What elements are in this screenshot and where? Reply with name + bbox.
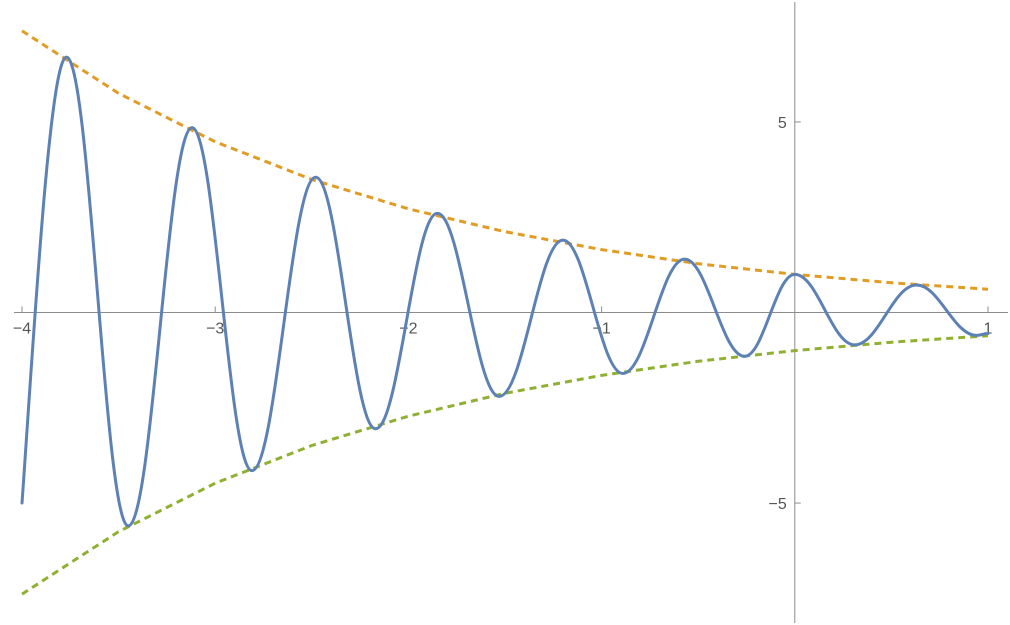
series-oscillation-line bbox=[20, 55, 990, 528]
series-upper-envelope-line bbox=[21, 29, 989, 291]
series-lower-envelope-line bbox=[21, 334, 989, 596]
x-tick-label: −4 bbox=[13, 321, 31, 338]
axes bbox=[14, 2, 1008, 623]
y-ticks: 5 −5 bbox=[769, 115, 801, 513]
y-tick-label: −5 bbox=[769, 496, 787, 513]
y-tick-label: 5 bbox=[778, 115, 787, 132]
x-tick-label: −2 bbox=[399, 321, 417, 338]
x-tick-label: 1 bbox=[984, 321, 993, 338]
x-ticks: −4 −3 −2 −1 1 bbox=[13, 306, 993, 338]
x-tick-label: −3 bbox=[206, 321, 224, 338]
series-layer bbox=[20, 29, 990, 596]
